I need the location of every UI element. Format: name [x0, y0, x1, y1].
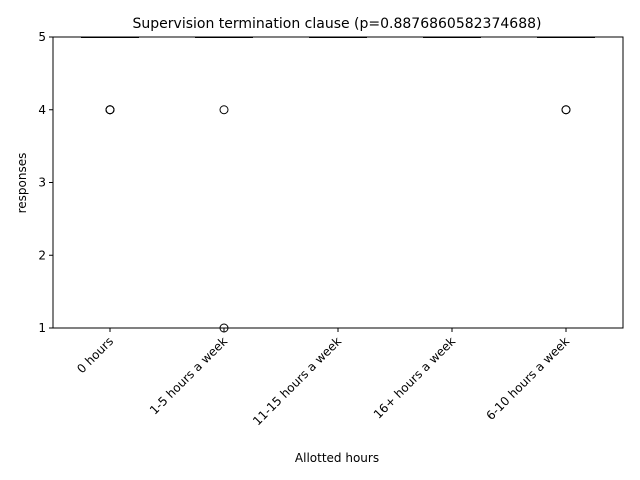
box-group: [537, 36, 595, 115]
outlier-point: [105, 105, 115, 115]
x-tick-label: 11-15 hours a week: [250, 334, 344, 428]
box-group: [195, 36, 253, 333]
y-tick-label: 2: [38, 248, 46, 262]
plot-area: [81, 36, 595, 333]
chart-title: Supervision termination clause (p=0.8876…: [133, 16, 542, 32]
x-axis-label: Allotted hours: [295, 451, 379, 465]
y-tick-label: 4: [38, 103, 46, 117]
plot-frame: [52, 36, 624, 329]
x-tick-label: 6-10 hours a week: [484, 334, 573, 423]
x-tick-label: 0 hours: [74, 334, 116, 376]
y-tick-label: 5: [38, 30, 46, 44]
x-tick-label: 1-5 hours a week: [147, 334, 230, 417]
x-axis: 0 hours 1-5 hours a week 11-15 hours a wee…: [74, 328, 572, 428]
x-tick-label: 16+ hours a week: [371, 334, 458, 421]
y-axis: 1 2 3 4 5: [38, 30, 53, 335]
outlier-point: [561, 105, 571, 115]
outlier-point: [219, 105, 229, 115]
y-tick-label: 3: [38, 176, 46, 190]
box-group: [81, 36, 139, 115]
y-axis-label: responses: [15, 153, 29, 214]
y-tick-label: 1: [38, 321, 46, 335]
